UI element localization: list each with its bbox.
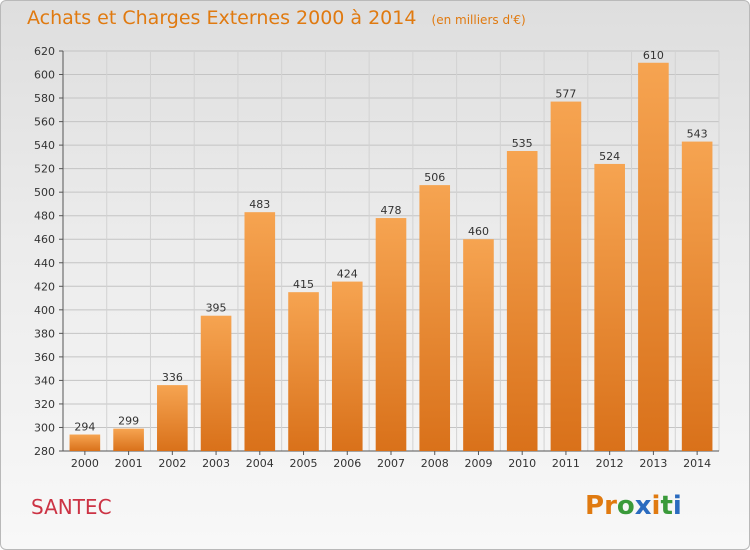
bar-value-label: 294 [74, 421, 95, 434]
bar [69, 434, 101, 451]
x-tick-label: 2009 [464, 457, 492, 470]
x-tick-label: 2010 [508, 457, 536, 470]
y-tick-label: 560 [34, 116, 55, 129]
bar [419, 185, 451, 451]
logo-letter: i [651, 491, 661, 521]
x-tick-label: 2012 [596, 457, 624, 470]
y-tick-label: 420 [34, 280, 55, 293]
bar [200, 315, 232, 451]
bar [331, 281, 363, 451]
x-tick-labels: 2000 2001 2002 2003 2004 2005 2006 2007 2008 2009… [71, 457, 711, 470]
logo-letter: P [585, 491, 605, 521]
bar [594, 163, 625, 452]
bar [681, 141, 713, 451]
x-tick-label: 2002 [158, 457, 186, 470]
bar-value-label: 483 [249, 198, 270, 211]
x-tick-label: 2007 [377, 457, 405, 470]
bar-value-label: 524 [599, 150, 620, 163]
bars [69, 62, 713, 452]
proxiti-logo: Proxiti [585, 491, 682, 521]
y-tick-label: 320 [34, 398, 55, 411]
bar-value-label: 535 [512, 137, 533, 150]
bar [638, 62, 669, 451]
bar [550, 101, 582, 452]
bar [506, 151, 538, 451]
bar-value-label: 336 [162, 371, 183, 384]
logo-letter: o [616, 491, 635, 521]
bar-value-label: 478 [381, 204, 402, 217]
bar-value-label: 543 [687, 128, 708, 141]
y-tick-label: 280 [34, 445, 55, 458]
x-tick-label: 2014 [683, 457, 711, 470]
logo-letter: x [634, 491, 652, 521]
y-tick-label: 460 [34, 233, 55, 246]
x-tick-label: 2000 [71, 457, 99, 470]
y-tick-label: 600 [34, 69, 55, 82]
bar [157, 385, 188, 451]
x-tick-label: 2008 [421, 457, 449, 470]
commune-name: SANTEC [31, 495, 112, 519]
chart-title-block: Achats et Charges Externes 2000 à 2014 (… [27, 7, 526, 29]
y-tick-label: 340 [34, 374, 55, 387]
bar-value-label: 299 [118, 415, 139, 428]
y-tick-label: 620 [34, 45, 55, 58]
x-tick-label: 2006 [333, 457, 361, 470]
bar-value-label: 577 [555, 88, 576, 101]
chart-title: Achats et Charges Externes 2000 à 2014 [27, 7, 417, 29]
y-tick-label: 580 [34, 92, 55, 105]
bar [244, 212, 276, 451]
y-tick-label: 380 [34, 327, 55, 340]
logo-letter: i [672, 491, 682, 521]
x-tick-label: 2005 [290, 457, 318, 470]
logo-letter: t [660, 491, 673, 521]
y-tick-label: 480 [34, 210, 55, 223]
x-tick-label: 2013 [639, 457, 667, 470]
bar-value-label: 460 [468, 225, 489, 238]
y-tick-label: 440 [34, 257, 55, 270]
bar-value-label: 610 [643, 49, 664, 62]
bar [113, 428, 144, 451]
y-tick-label: 500 [34, 186, 55, 199]
y-tick-label: 520 [34, 163, 55, 176]
y-tick-label: 400 [34, 304, 55, 317]
x-tick-label: 2011 [552, 457, 580, 470]
bar-value-label: 424 [337, 268, 358, 281]
x-tick-label: 2004 [246, 457, 274, 470]
bar-value-label: 415 [293, 278, 314, 291]
bar [375, 218, 407, 451]
y-tick-label: 300 [34, 421, 55, 434]
x-tick-label: 2003 [202, 457, 230, 470]
logo-letter: r [604, 491, 617, 521]
chart-subtitle: (en milliers d'€) [431, 13, 526, 27]
bar [288, 292, 319, 451]
bar-value-label: 395 [206, 302, 227, 315]
value-labels: 294 299 336 395 483 415 424 478 506 460 535 577 524 6… [74, 49, 707, 434]
bar-value-label: 506 [424, 171, 445, 184]
y-tick-label: 360 [34, 351, 55, 364]
y-tick-labels: 280 300 320 340 360 380 400 420 440 460 480 500 520 5… [34, 45, 55, 458]
x-tick-label: 2001 [115, 457, 143, 470]
y-tick-label: 540 [34, 139, 55, 152]
bar [463, 239, 494, 451]
